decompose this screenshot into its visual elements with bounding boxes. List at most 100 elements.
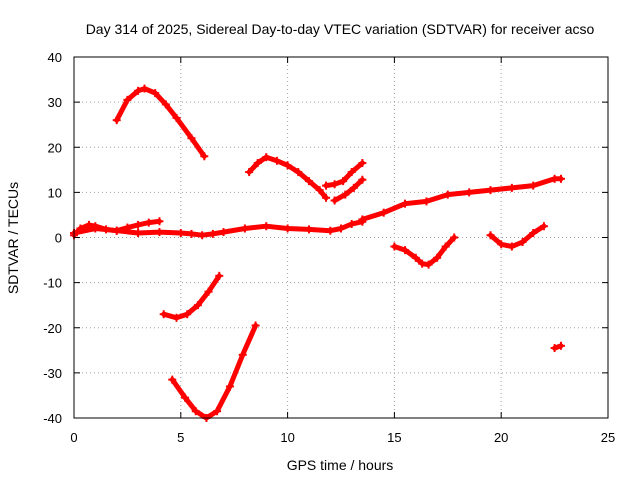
data-point	[518, 238, 527, 247]
x-tick-label: 15	[387, 430, 401, 445]
data-point	[330, 180, 339, 189]
data-point	[176, 228, 185, 237]
y-tick-label: 20	[48, 140, 62, 155]
x-tick-label: 20	[494, 430, 508, 445]
data-point	[315, 186, 324, 195]
data-point	[112, 226, 121, 235]
data-point	[140, 84, 149, 93]
data-point	[529, 228, 538, 237]
series-arc-11	[169, 323, 259, 421]
x-tick-label: 5	[177, 430, 184, 445]
data-point	[172, 313, 181, 322]
data-point	[539, 222, 548, 231]
x-tick-label: 25	[601, 430, 615, 445]
data-point	[159, 310, 168, 319]
y-tick-label: 0	[55, 231, 62, 246]
data-point	[208, 229, 217, 238]
data-point	[245, 168, 254, 177]
y-tick-label: 10	[48, 185, 62, 200]
data-point	[337, 224, 345, 233]
data-point	[330, 196, 339, 205]
data-point	[507, 242, 516, 251]
data-point	[161, 100, 170, 109]
data-point	[238, 350, 247, 359]
data-point	[497, 240, 506, 249]
data-point	[262, 153, 271, 162]
data-point	[322, 193, 331, 202]
data-point	[183, 310, 192, 319]
data-point	[272, 156, 281, 165]
data-point	[557, 341, 566, 350]
data-series	[70, 84, 566, 422]
data-point	[390, 242, 399, 251]
data-point	[134, 220, 143, 229]
data-point	[557, 174, 566, 183]
y-tick-label: -40	[43, 411, 62, 426]
data-point	[349, 183, 358, 192]
data-point	[529, 181, 538, 190]
series-arc-9	[488, 223, 547, 249]
data-point	[155, 228, 164, 237]
data-point	[341, 190, 350, 199]
y-tick-label: -10	[43, 276, 62, 291]
data-point	[134, 228, 143, 237]
data-point	[433, 253, 442, 262]
data-point	[213, 407, 222, 416]
gridlines	[74, 57, 608, 418]
data-point	[486, 186, 495, 195]
data-point	[283, 161, 292, 170]
data-point	[193, 301, 202, 310]
x-tick-label: 0	[70, 430, 77, 445]
data-point	[172, 113, 181, 122]
data-point	[304, 177, 313, 186]
data-point	[181, 393, 190, 402]
data-point	[151, 89, 160, 98]
data-point	[91, 224, 100, 233]
data-point	[112, 116, 121, 125]
data-point	[219, 228, 228, 237]
data-point	[198, 231, 207, 240]
data-point	[155, 217, 164, 226]
data-point	[441, 242, 450, 251]
data-point	[191, 407, 200, 416]
data-point	[262, 222, 271, 231]
data-point	[225, 382, 234, 391]
data-point	[253, 159, 262, 168]
series-arc-3	[114, 86, 207, 159]
y-tick-label: 30	[48, 95, 62, 110]
data-point	[401, 199, 410, 208]
y-tick-label: 40	[48, 50, 62, 65]
data-point	[294, 168, 303, 177]
data-point	[240, 224, 249, 233]
data-point	[347, 168, 356, 177]
y-tick-label: -20	[43, 321, 62, 336]
data-point	[200, 152, 209, 161]
data-point	[411, 253, 420, 262]
series-arc-6	[332, 177, 365, 203]
data-point	[358, 215, 367, 224]
data-point	[144, 218, 153, 227]
data-point	[358, 159, 367, 168]
data-point	[379, 208, 388, 217]
x-tick-label: 10	[280, 430, 294, 445]
data-point	[304, 225, 313, 234]
data-point	[215, 271, 224, 280]
y-tick-label: -30	[43, 366, 62, 381]
data-point	[507, 183, 516, 192]
data-point	[134, 86, 143, 95]
data-point	[251, 321, 260, 330]
data-point	[187, 229, 196, 238]
data-point	[322, 181, 331, 190]
y-axis-label: SDTVAR / TECUs	[5, 182, 21, 294]
data-point	[204, 287, 213, 296]
data-point	[187, 134, 196, 143]
data-point	[339, 177, 348, 186]
chart-title: Day 314 of 2025, Sidereal Day-to-day VTE…	[86, 21, 595, 37]
data-point	[424, 260, 433, 269]
data-point	[465, 188, 474, 197]
data-point	[422, 197, 431, 206]
data-point	[358, 175, 367, 184]
data-point	[347, 219, 356, 228]
axis-ticks: 0 5 10 15 20 25 -40 -30 -20 -10 0 10 20 30 40	[43, 50, 615, 445]
